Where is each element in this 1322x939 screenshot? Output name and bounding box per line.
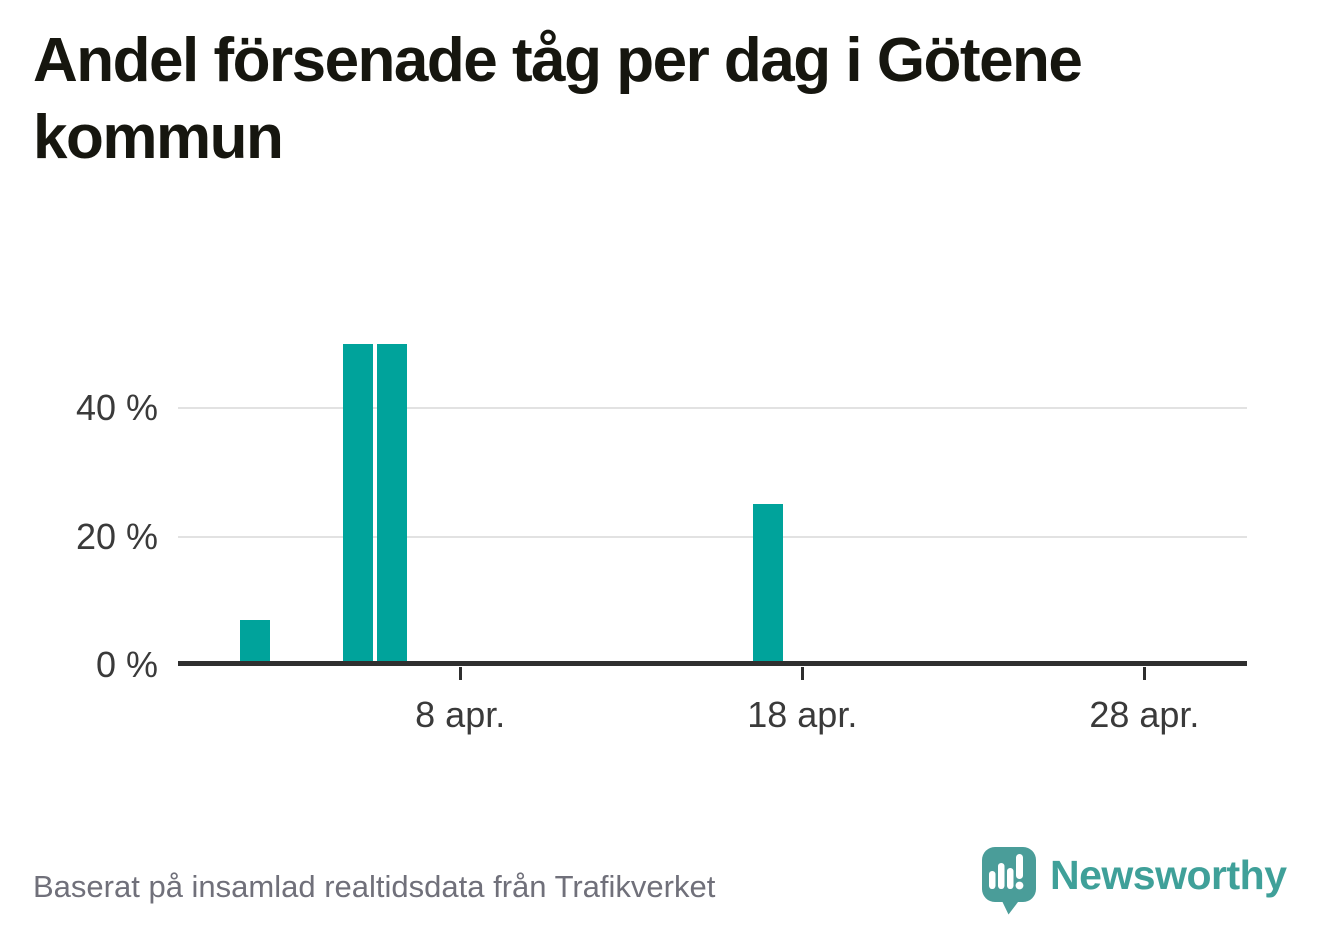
chart-title-line1: Andel försenade tåg per dag i Götene xyxy=(33,26,1083,95)
bar-6apr xyxy=(376,343,407,665)
gridline-40pct xyxy=(178,407,1247,409)
x-axis-line xyxy=(178,661,1247,666)
x-axis-tick-8apr xyxy=(458,667,462,680)
source-note: Baserat på insamlad realtidsdata från Tr… xyxy=(33,869,716,904)
chart-title: Andel försenade tåg per dag i Götene kom… xyxy=(33,22,1083,176)
chart-title-line2: kommun xyxy=(33,103,284,172)
x-axis-label-8apr: 8 apr. xyxy=(415,694,506,735)
y-axis-label-0pct: 0 % xyxy=(95,644,158,685)
y-axis-label-20pct: 20 % xyxy=(75,515,158,557)
brand-wordmark: Newsworthy xyxy=(1050,852,1287,898)
bar-2apr xyxy=(239,620,270,665)
x-axis-tick-28apr xyxy=(1142,667,1146,680)
gridline-20pct xyxy=(178,535,1247,538)
x-axis-label-28apr: 28 apr. xyxy=(1089,694,1200,735)
x-axis-label-18apr: 18 apr. xyxy=(747,694,858,735)
bar-17apr xyxy=(753,504,784,665)
y-axis-label-40pct: 40 % xyxy=(75,387,158,428)
brand-logo: Newsworthy xyxy=(982,845,1287,917)
bar-5apr xyxy=(342,343,373,665)
x-axis-tick-18apr xyxy=(800,667,804,680)
bar-chart-exclamation-bubble-icon xyxy=(982,847,1036,915)
